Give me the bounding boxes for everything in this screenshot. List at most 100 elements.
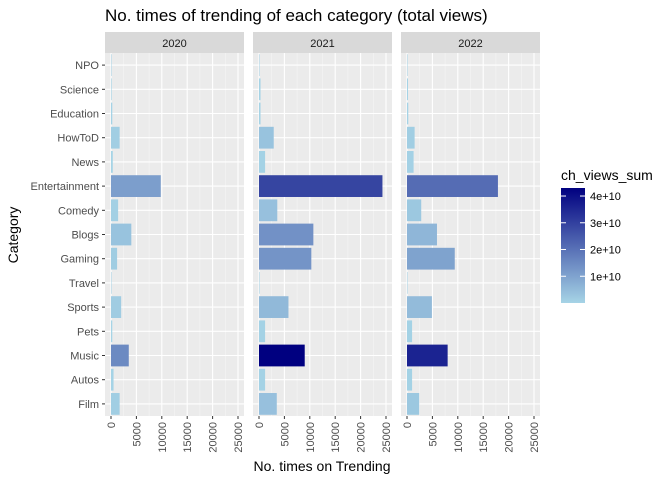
y-tick-label: Education — [50, 109, 99, 121]
y-tick-label: Science — [60, 84, 99, 96]
y-tick-label: NPO — [75, 60, 99, 72]
x-tick-label: 25000 — [529, 422, 541, 453]
bar-2022-gaming — [407, 247, 455, 270]
legend-label: 2e+10 — [590, 245, 621, 257]
bar-2022-travel — [407, 272, 408, 294]
bar-2020-news — [111, 151, 113, 173]
bar-2021-autos — [259, 368, 266, 391]
bar-2021-comedy — [259, 199, 278, 222]
bar-2022-entertainment — [407, 175, 498, 197]
bar-2022-news — [407, 151, 414, 173]
legend-title: ch_views_sum — [561, 167, 653, 183]
legend-label: 4e+10 — [590, 191, 621, 203]
bar-2022-science — [407, 78, 409, 101]
x-axis-title: No. times on Trending — [254, 458, 391, 474]
facet-strip-label: 2020 — [162, 38, 186, 50]
y-tick-label: Gaming — [60, 254, 99, 266]
y-tick-label: Music — [70, 351, 99, 363]
bar-2020-science — [111, 78, 112, 101]
bar-2021-travel — [259, 272, 260, 294]
bar-2022-film — [407, 393, 420, 415]
bar-2022-howtod — [407, 126, 415, 149]
x-tick-label: 10000 — [305, 422, 317, 453]
x-tick-label: 20000 — [356, 422, 368, 453]
x-tick-label: 5000 — [131, 422, 143, 446]
bar-2022-autos — [407, 368, 413, 391]
y-tick-label: Film — [78, 399, 99, 411]
bar-2021-news — [259, 151, 266, 173]
y-tick-label: HowToD — [57, 133, 99, 145]
y-tick-label: Pets — [77, 326, 100, 338]
bar-2020-education — [111, 102, 113, 125]
bar-2020-travel — [111, 272, 112, 294]
bar-2020-npo — [111, 54, 112, 76]
facet-panel-2022: 2022 0 5000 10000 15000 20000 25000 — [401, 32, 541, 453]
facet-panel-2020: 2020 0 5000 10000 15000 20000 25000 — [105, 32, 245, 453]
facet-strip-label: 2022 — [458, 38, 482, 50]
bar-2021-film — [259, 393, 277, 415]
x-tick-label: 0 — [254, 422, 266, 428]
bar-2022-sports — [407, 296, 432, 318]
bar-2020-pets — [111, 320, 113, 343]
y-tick-label: News — [71, 157, 99, 169]
bar-2021-howtod — [259, 126, 274, 149]
bar-2022-music — [407, 344, 448, 367]
y-tick-label: Sports — [67, 302, 99, 314]
bar-2021-entertainment — [259, 175, 383, 197]
facet-strip — [105, 32, 244, 53]
x-tick-label: 0 — [402, 422, 414, 428]
bar-2020-autos — [111, 368, 114, 391]
color-legend: ch_views_sum 1e+10 2e+10 3e+10 4e+10 — [561, 167, 653, 303]
x-tick-label: 15000 — [182, 422, 194, 453]
bar-2020-howtod — [111, 126, 120, 149]
bar-2020-blogs — [111, 223, 132, 246]
bar-2021-pets — [259, 320, 266, 343]
y-tick-label: Comedy — [58, 205, 99, 217]
bar-2021-blogs — [259, 223, 314, 246]
bar-2020-gaming — [111, 247, 118, 270]
bar-2020-comedy — [111, 199, 119, 222]
y-tick-label: Autos — [71, 375, 100, 387]
bar-2021-science — [259, 78, 261, 101]
bar-2020-film — [111, 393, 120, 415]
legend-colorbar — [561, 188, 585, 303]
x-tick-label: 20000 — [504, 422, 516, 453]
y-axis-title: Category — [5, 207, 21, 264]
bar-2021-npo — [259, 54, 260, 76]
bar-2022-blogs — [407, 223, 437, 246]
x-tick-label: 15000 — [478, 422, 490, 453]
bar-2022-npo — [407, 54, 408, 76]
y-axis: NPO Science Education HowToD News Entertainme… — [31, 60, 105, 411]
bar-2021-education — [259, 102, 261, 125]
y-tick-label: Entertainment — [31, 181, 99, 193]
facet-panel-2021: 2021 0 5000 10000 15000 20000 25000 — [253, 32, 393, 453]
facet-strip — [253, 32, 392, 53]
x-tick-label: 25000 — [233, 422, 245, 453]
x-tick-label: 20000 — [208, 422, 220, 453]
x-tick-label: 10000 — [453, 422, 465, 453]
x-tick-label: 5000 — [279, 422, 291, 446]
x-tick-label: 10000 — [157, 422, 169, 453]
bar-2021-music — [259, 344, 305, 367]
x-tick-label: 0 — [106, 422, 118, 428]
facet-strip-label: 2021 — [310, 38, 334, 50]
facet-panels: 2020 0 5000 10000 15000 20000 25000 2021 0 5000 10… — [105, 32, 541, 453]
bar-2020-music — [111, 344, 129, 367]
bar-2020-entertainment — [111, 175, 161, 197]
bar-2021-sports — [259, 296, 289, 318]
facet-strip — [401, 32, 540, 53]
bar-2021-gaming — [259, 247, 312, 270]
chart-title: No. times of trending of each category (… — [105, 6, 488, 25]
legend-label: 1e+10 — [590, 271, 621, 283]
bar-2022-comedy — [407, 199, 422, 222]
bar-2020-sports — [111, 296, 122, 318]
x-tick-label: 5000 — [427, 422, 439, 446]
bar-2022-education — [407, 102, 409, 125]
legend-label: 3e+10 — [590, 218, 621, 230]
y-tick-label: Blogs — [71, 230, 99, 242]
x-tick-label: 15000 — [330, 422, 342, 453]
y-tick-label: Travel — [69, 278, 99, 290]
x-tick-label: 25000 — [381, 422, 393, 453]
bar-2022-pets — [407, 320, 413, 343]
